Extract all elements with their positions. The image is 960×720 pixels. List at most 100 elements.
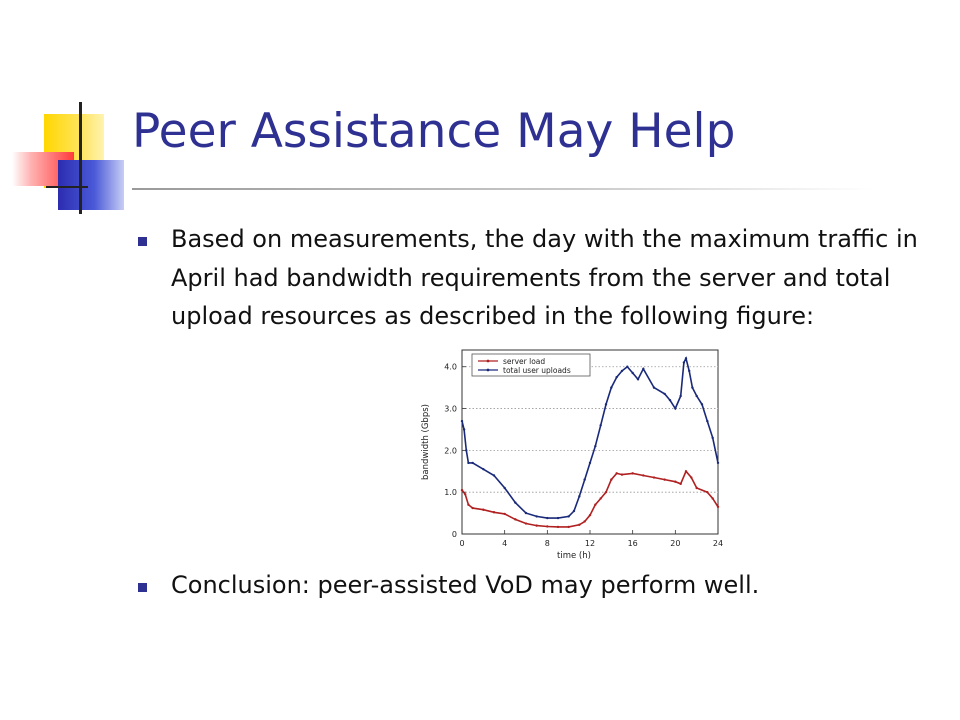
series-point-0 [690, 476, 693, 479]
series-point-0 [716, 505, 720, 509]
decor-blue-square [58, 160, 124, 210]
plot-area [461, 349, 719, 535]
series-point-1 [684, 357, 688, 360]
series-point-0 [588, 513, 592, 517]
series-point-1 [514, 501, 517, 504]
series-point-1 [535, 515, 538, 518]
series-point-1 [604, 403, 608, 406]
series-point-1 [610, 386, 613, 389]
series-point-0 [642, 474, 645, 477]
series-point-0 [620, 473, 624, 476]
series-point-0 [610, 478, 613, 481]
x-axis-label: time (h) [557, 551, 591, 561]
series-point-0 [556, 525, 560, 529]
x-tick-label: 24 [713, 539, 723, 548]
series-point-1 [674, 407, 677, 410]
series-point-0 [631, 472, 634, 475]
series-point-1 [482, 467, 485, 471]
series-point-1 [594, 444, 597, 448]
series-point-0 [503, 512, 506, 516]
legend-box [471, 353, 591, 377]
x-tick-label: 16 [628, 539, 638, 548]
title-underline [132, 188, 872, 190]
bullet-marker [138, 583, 147, 592]
series-point-1 [652, 386, 656, 389]
legend-label: total user uploads [503, 366, 571, 375]
series-point-0 [535, 524, 538, 527]
legend-label: server load [503, 357, 545, 366]
x-tick-label: 8 [545, 539, 550, 548]
series-point-1 [567, 515, 570, 518]
series-point-1 [556, 516, 560, 520]
series-point-1 [663, 392, 666, 396]
series-point-1 [691, 386, 694, 389]
series-point-1 [682, 361, 686, 364]
series-point-0 [695, 486, 698, 490]
series-point-0 [460, 488, 464, 492]
x-tick-label: 4 [502, 539, 507, 548]
y-tick-label: 1.0 [444, 488, 457, 497]
series-point-1 [524, 511, 528, 515]
series-point-1 [578, 495, 581, 498]
series-point-0 [492, 511, 496, 514]
y-tick-label: 3.0 [444, 405, 457, 414]
series-point-1 [706, 419, 709, 423]
series-point-1 [711, 436, 714, 440]
series-point-1 [465, 449, 468, 452]
series-point-1 [546, 516, 549, 520]
series-point-0 [684, 470, 688, 473]
series-point-1 [642, 367, 645, 371]
x-tick-label: 12 [585, 539, 595, 548]
decor-vertical-line [79, 102, 82, 214]
series-point-1 [716, 461, 720, 465]
series-point-1 [471, 461, 474, 465]
series-point-0 [514, 518, 517, 521]
series-point-1 [620, 369, 624, 373]
series-point-0 [524, 522, 528, 525]
series-point-0 [604, 490, 608, 494]
series-point-0 [567, 525, 570, 529]
series-point-1 [583, 478, 586, 481]
bullet-text-1: Based on measurements, the day with the … [171, 225, 918, 330]
series-point-1 [695, 394, 698, 398]
series-point-1 [467, 461, 470, 465]
series-point-1 [492, 474, 496, 477]
series-point-0 [679, 482, 682, 486]
legend-marker [486, 359, 490, 363]
series-point-1 [700, 403, 704, 406]
series-point-0 [464, 493, 467, 496]
series-point-1 [462, 428, 466, 431]
series-point-1 [503, 486, 506, 490]
series-point-0 [711, 497, 714, 500]
slide-title: Peer Assistance May Help [132, 104, 736, 159]
series-point-1 [615, 375, 618, 379]
series-point-0 [663, 478, 666, 481]
x-tick-label: 20 [670, 539, 680, 548]
series-point-1 [626, 365, 629, 368]
bullet-marker [138, 237, 147, 246]
series-point-1 [668, 398, 672, 402]
series-point-0 [652, 476, 656, 479]
series-point-0 [674, 480, 677, 483]
series-point-1 [631, 371, 634, 375]
y-tick-label: 0 [452, 530, 457, 539]
bullet-text-2: Conclusion: peer-assisted VoD may perfor… [171, 571, 760, 599]
bandwidth-chart: 0 1.0 2.0 3.0 4.0 0 4 8 12 16 20 24 server loadtot… [421, 349, 723, 561]
decor-horizontal-line [46, 186, 88, 188]
series-point-0 [482, 508, 485, 511]
series-point-0 [578, 523, 581, 526]
series-point-1 [679, 394, 682, 398]
series-point-1 [572, 509, 576, 513]
series-point-0 [594, 503, 597, 506]
series-line-0 [461, 469, 719, 528]
series-point-0 [467, 503, 470, 506]
series-line-1 [461, 356, 719, 519]
series-point-0 [583, 520, 586, 523]
series-point-0 [471, 506, 474, 510]
series-point-1 [688, 369, 691, 373]
series-point-1 [460, 419, 464, 423]
series-point-0 [615, 472, 618, 475]
series-point-0 [546, 525, 549, 528]
legend-marker [486, 368, 490, 372]
